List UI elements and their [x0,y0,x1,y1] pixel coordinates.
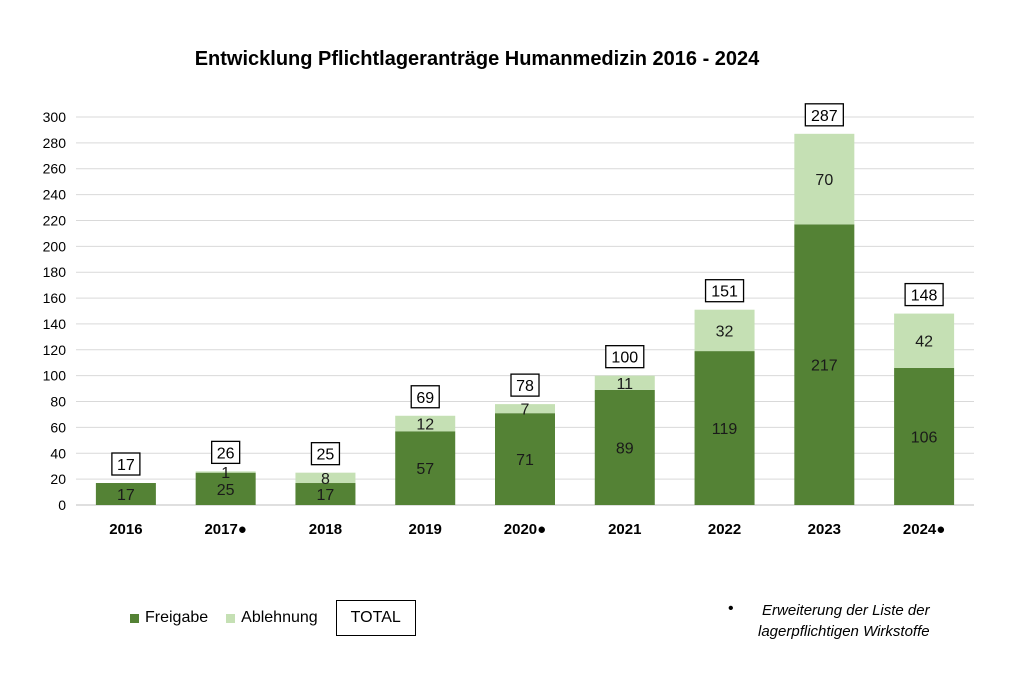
x-tick-label: 2020● [504,521,546,538]
total-label: 17 [117,457,135,474]
bar-freigabe [195,472,256,505]
legend-item-total: TOTAL [335,600,416,636]
data-label-ablehnung: 32 [716,323,734,340]
total-label: 100 [611,350,638,367]
data-label-ablehnung: 8 [321,471,330,488]
data-label-ablehnung: 7 [521,402,530,419]
y-tick-label: 40 [50,445,66,461]
data-label-ablehnung: 70 [815,172,833,189]
bar-ablehnung [295,472,356,484]
x-tick-label: 2018 [309,521,342,538]
total-label: 26 [217,445,235,462]
bar-freigabe [495,413,555,505]
data-label-freigabe: 57 [416,461,434,478]
y-tick-label: 120 [43,342,67,358]
bar-ablehnung [894,313,955,368]
legend-item-freigabe: Freigabe [130,609,208,627]
data-label-freigabe: 217 [811,358,838,375]
legend-label-freigabe: Freigabe [145,609,209,626]
y-tick-label: 240 [43,187,67,203]
bar-freigabe [95,483,156,505]
bar-freigabe [295,483,356,505]
legend-label-ablehnung: Ablehnung [241,609,318,626]
total-box [310,442,341,466]
total-box [804,103,844,127]
bar-freigabe [894,367,955,505]
y-tick-label: 280 [43,135,67,151]
data-label-ablehnung: 12 [416,417,434,434]
total-box [704,279,745,303]
data-label-freigabe: 25 [217,482,235,499]
bar-ablehnung [794,133,855,225]
bar-ablehnung [395,415,456,432]
bar-freigabe [794,224,855,505]
total-box [211,440,241,465]
legend-swatch-ablehnung [226,613,236,623]
x-tick-label: 2017● [204,521,246,538]
bar-freigabe [395,431,456,505]
bar-ablehnung [495,404,555,414]
legend: Freigabe Ablehnung TOTAL [130,600,434,636]
data-label-ablehnung: 1 [221,465,230,482]
y-tick-label: 100 [43,368,67,384]
y-tick-label: 140 [43,316,67,332]
total-label: 151 [711,284,738,301]
y-tick-label: 260 [43,161,67,177]
total-box [111,452,141,476]
footnote: • Erweiterung der Liste der lagerpflicht… [728,600,930,642]
data-label-freigabe: 17 [117,487,135,504]
x-tick-label: 2023 [808,521,841,538]
legend-label-total: TOTAL [335,600,416,636]
y-tick-label: 80 [50,394,66,410]
legend-swatch-freigabe [130,613,139,623]
footnote-text: Erweiterung der Liste der lagerpflichtig… [758,600,930,642]
total-box [605,345,645,369]
footnote-line-1: Erweiterung der Liste der [762,602,930,619]
y-tick-label: 20 [50,471,66,487]
data-label-ablehnung: 42 [915,334,933,351]
y-tick-label: 60 [50,419,66,435]
bar-ablehnung [594,375,655,390]
data-label-freigabe: 17 [317,487,335,504]
y-tick-label: 200 [43,238,67,254]
bar-ablehnung [195,471,256,473]
data-label-freigabe: 106 [911,429,938,446]
x-tick-label: 2016 [109,521,142,538]
total-label: 148 [911,288,938,305]
chart-title: Entwicklung Pflichtlageranträge Humanmed… [194,48,760,70]
x-tick-label: 2022 [708,521,741,538]
data-label-freigabe: 119 [712,421,738,438]
total-box [510,373,540,397]
total-label: 287 [811,108,838,125]
footnote-line-2: lagerpflichtigen Wirkstoffe [758,623,930,640]
bar-freigabe [694,351,755,505]
footnote-bullet: • [728,600,734,617]
data-label-ablehnung: 11 [616,376,633,393]
x-tick-label: 2024● [903,521,945,538]
total-label: 25 [317,447,335,464]
data-label-freigabe: 89 [616,440,634,457]
data-label-freigabe: 71 [516,452,534,469]
bar-freigabe [594,389,655,505]
y-tick-label: 0 [58,497,66,513]
legend-item-ablehnung: Ablehnung [226,609,318,627]
x-tick-label: 2019 [409,521,442,538]
y-tick-label: 160 [43,290,67,306]
y-tick-label: 220 [43,212,67,228]
bar-ablehnung [694,309,755,352]
total-box [904,282,944,307]
y-tick-label: 180 [43,264,67,280]
total-box [410,385,440,409]
x-tick-label: 2021 [608,521,641,538]
total-label: 69 [416,390,434,407]
y-tick-label: 300 [43,109,67,125]
total-label: 78 [516,378,534,395]
